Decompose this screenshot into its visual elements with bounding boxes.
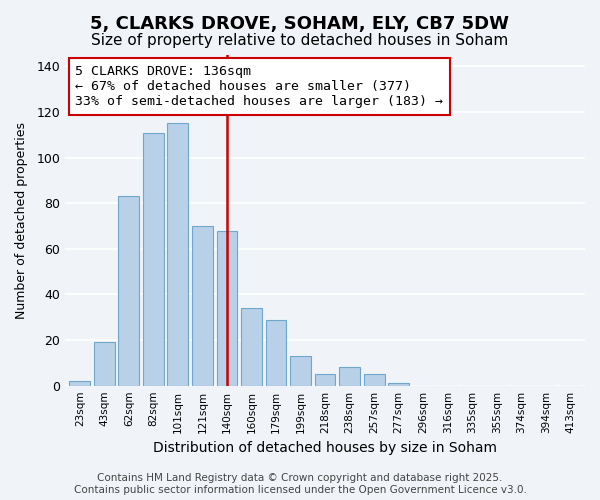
Text: Size of property relative to detached houses in Soham: Size of property relative to detached ho…: [91, 32, 509, 48]
Bar: [388, 384, 409, 386]
Bar: [94, 342, 115, 386]
Bar: [241, 308, 262, 386]
Y-axis label: Number of detached properties: Number of detached properties: [15, 122, 28, 319]
Bar: [314, 374, 335, 386]
Bar: [118, 196, 139, 386]
Bar: [290, 356, 311, 386]
Bar: [70, 381, 90, 386]
Text: Contains HM Land Registry data © Crown copyright and database right 2025.
Contai: Contains HM Land Registry data © Crown c…: [74, 474, 526, 495]
Text: 5, CLARKS DROVE, SOHAM, ELY, CB7 5DW: 5, CLARKS DROVE, SOHAM, ELY, CB7 5DW: [91, 15, 509, 33]
X-axis label: Distribution of detached houses by size in Soham: Distribution of detached houses by size …: [153, 441, 497, 455]
Bar: [339, 368, 360, 386]
Bar: [217, 230, 238, 386]
Bar: [364, 374, 385, 386]
Bar: [266, 320, 286, 386]
Bar: [167, 124, 188, 386]
Bar: [143, 132, 164, 386]
Bar: [192, 226, 213, 386]
Text: 5 CLARKS DROVE: 136sqm
← 67% of detached houses are smaller (377)
33% of semi-de: 5 CLARKS DROVE: 136sqm ← 67% of detached…: [76, 65, 443, 108]
